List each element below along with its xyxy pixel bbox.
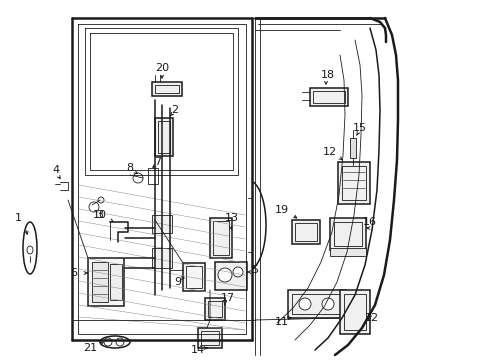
Text: 2: 2	[171, 105, 178, 115]
Text: 12: 12	[364, 313, 378, 323]
Bar	[204, 298, 224, 320]
Text: 18: 18	[320, 70, 334, 80]
Bar	[291, 220, 319, 244]
Bar	[155, 85, 179, 93]
Bar	[329, 248, 365, 256]
Text: 19: 19	[274, 205, 288, 215]
Text: 15: 15	[352, 123, 366, 133]
Bar	[291, 294, 341, 314]
Bar	[88, 258, 124, 306]
Bar	[207, 301, 222, 317]
Bar	[152, 82, 182, 96]
Bar	[152, 215, 172, 233]
Circle shape	[298, 298, 310, 310]
Text: 3: 3	[96, 210, 103, 220]
Bar	[287, 290, 346, 318]
Circle shape	[218, 268, 231, 282]
Circle shape	[133, 173, 142, 183]
Text: 9: 9	[174, 277, 181, 287]
Circle shape	[104, 338, 112, 346]
Bar	[339, 290, 369, 334]
Bar	[329, 218, 365, 250]
Bar	[343, 294, 365, 330]
Text: 21: 21	[83, 343, 97, 353]
Text: 17: 17	[221, 293, 235, 303]
Bar	[183, 263, 204, 291]
Bar	[155, 118, 173, 156]
Text: 5: 5	[251, 265, 258, 275]
Text: 1: 1	[15, 213, 21, 223]
Circle shape	[321, 298, 333, 310]
Bar	[158, 121, 170, 153]
Bar	[213, 221, 228, 255]
Bar	[337, 162, 369, 204]
Bar	[152, 248, 172, 268]
Text: 13: 13	[224, 213, 239, 223]
Bar	[309, 88, 347, 106]
Circle shape	[89, 202, 99, 212]
Text: 20: 20	[155, 63, 169, 73]
Circle shape	[232, 267, 243, 277]
Ellipse shape	[23, 222, 37, 274]
Circle shape	[98, 197, 104, 203]
Bar	[185, 266, 202, 288]
Bar	[201, 331, 219, 345]
Bar	[209, 218, 231, 258]
Bar	[312, 91, 345, 103]
Text: 8: 8	[126, 163, 133, 173]
Bar	[294, 223, 316, 241]
Text: 12: 12	[322, 147, 336, 157]
Bar	[349, 138, 355, 158]
Bar	[341, 166, 365, 200]
Text: 10: 10	[93, 210, 107, 220]
Bar	[148, 168, 158, 184]
Bar	[215, 262, 246, 290]
Text: 6: 6	[70, 268, 77, 278]
Text: 7: 7	[154, 157, 161, 167]
Bar	[333, 222, 361, 246]
Ellipse shape	[100, 336, 130, 348]
Bar	[110, 264, 122, 300]
Ellipse shape	[27, 246, 33, 254]
Text: 14: 14	[190, 345, 204, 355]
Text: 16: 16	[362, 217, 376, 227]
Bar	[92, 262, 108, 302]
Text: 4: 4	[52, 165, 60, 175]
Text: 11: 11	[274, 317, 288, 327]
Circle shape	[116, 338, 124, 346]
Bar	[198, 328, 222, 348]
